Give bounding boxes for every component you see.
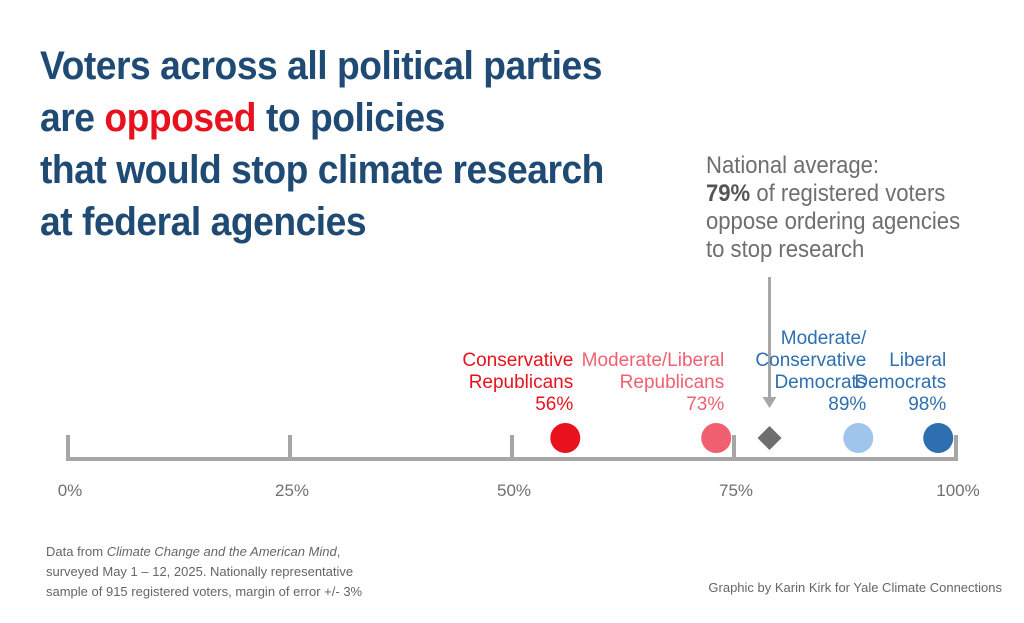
title-line-3: that would stop climate research	[40, 148, 604, 192]
footnote-line-3: sample of 915 registered voters, margin …	[46, 584, 363, 599]
annotation-line-1: National average:	[706, 152, 880, 179]
axis-tick-label: 0%	[58, 481, 83, 500]
axis-tick-label: 75%	[719, 481, 753, 500]
group-marker	[843, 423, 874, 453]
group-name-label: Moderate/	[781, 328, 867, 349]
chart-title: Voters across all political parties are …	[40, 40, 604, 248]
footnote-source-title: Climate Change and the American Mind	[106, 544, 337, 559]
axis-tick-label: 50%	[497, 481, 531, 500]
annotation-line-2-rest: of registered voters	[750, 180, 946, 207]
axis-tick-label: 25%	[275, 481, 309, 500]
group-marker	[550, 423, 581, 453]
data-source-note: Data from Climate Change and the America…	[46, 542, 362, 602]
group-value-label: 73%	[686, 394, 724, 415]
title-line-4: at federal agencies	[40, 200, 367, 244]
axis-tick-label: 100%	[936, 481, 979, 500]
group-name-label: Moderate/Liberal	[582, 350, 725, 371]
group-name-label: Republicans	[620, 372, 725, 393]
footnote-line-2: surveyed May 1 – 12, 2025. Nationally re…	[46, 564, 354, 579]
annotation-bold-value: 79%	[706, 180, 751, 207]
national-average-arrow-head	[762, 397, 777, 408]
footnote-line-1-post: ,	[336, 544, 341, 559]
annotation-line-4: to stop research	[706, 236, 865, 263]
footnote-line-1-pre: Data from	[46, 544, 107, 559]
group-value-label: 98%	[908, 394, 946, 415]
title-highlight: opposed	[104, 96, 257, 140]
group-name-label: Conservative	[755, 350, 866, 371]
group-name-label: Democrats	[774, 372, 866, 393]
national-average-marker	[757, 426, 782, 450]
annotation-line-3: oppose ordering agencies	[706, 208, 961, 235]
group-name-label: Liberal	[889, 350, 946, 371]
group-value-label: 56%	[535, 394, 573, 415]
title-line-1: Voters across all political parties	[40, 44, 602, 88]
group-name-label: Republicans	[469, 372, 574, 393]
group-name-label: Conservative	[462, 350, 573, 371]
title-line-2-post: to policies	[256, 96, 445, 140]
graphic-credit: Graphic by Karin Kirk for Yale Climate C…	[708, 580, 1002, 595]
group-marker	[923, 423, 954, 453]
group-name-label: Democrats	[854, 372, 946, 393]
national-average-annotation: National average: 79% of registered vote…	[706, 152, 960, 264]
title-line-2-pre: are	[40, 96, 105, 140]
group-marker	[701, 423, 732, 453]
group-value-label: 89%	[828, 394, 866, 415]
